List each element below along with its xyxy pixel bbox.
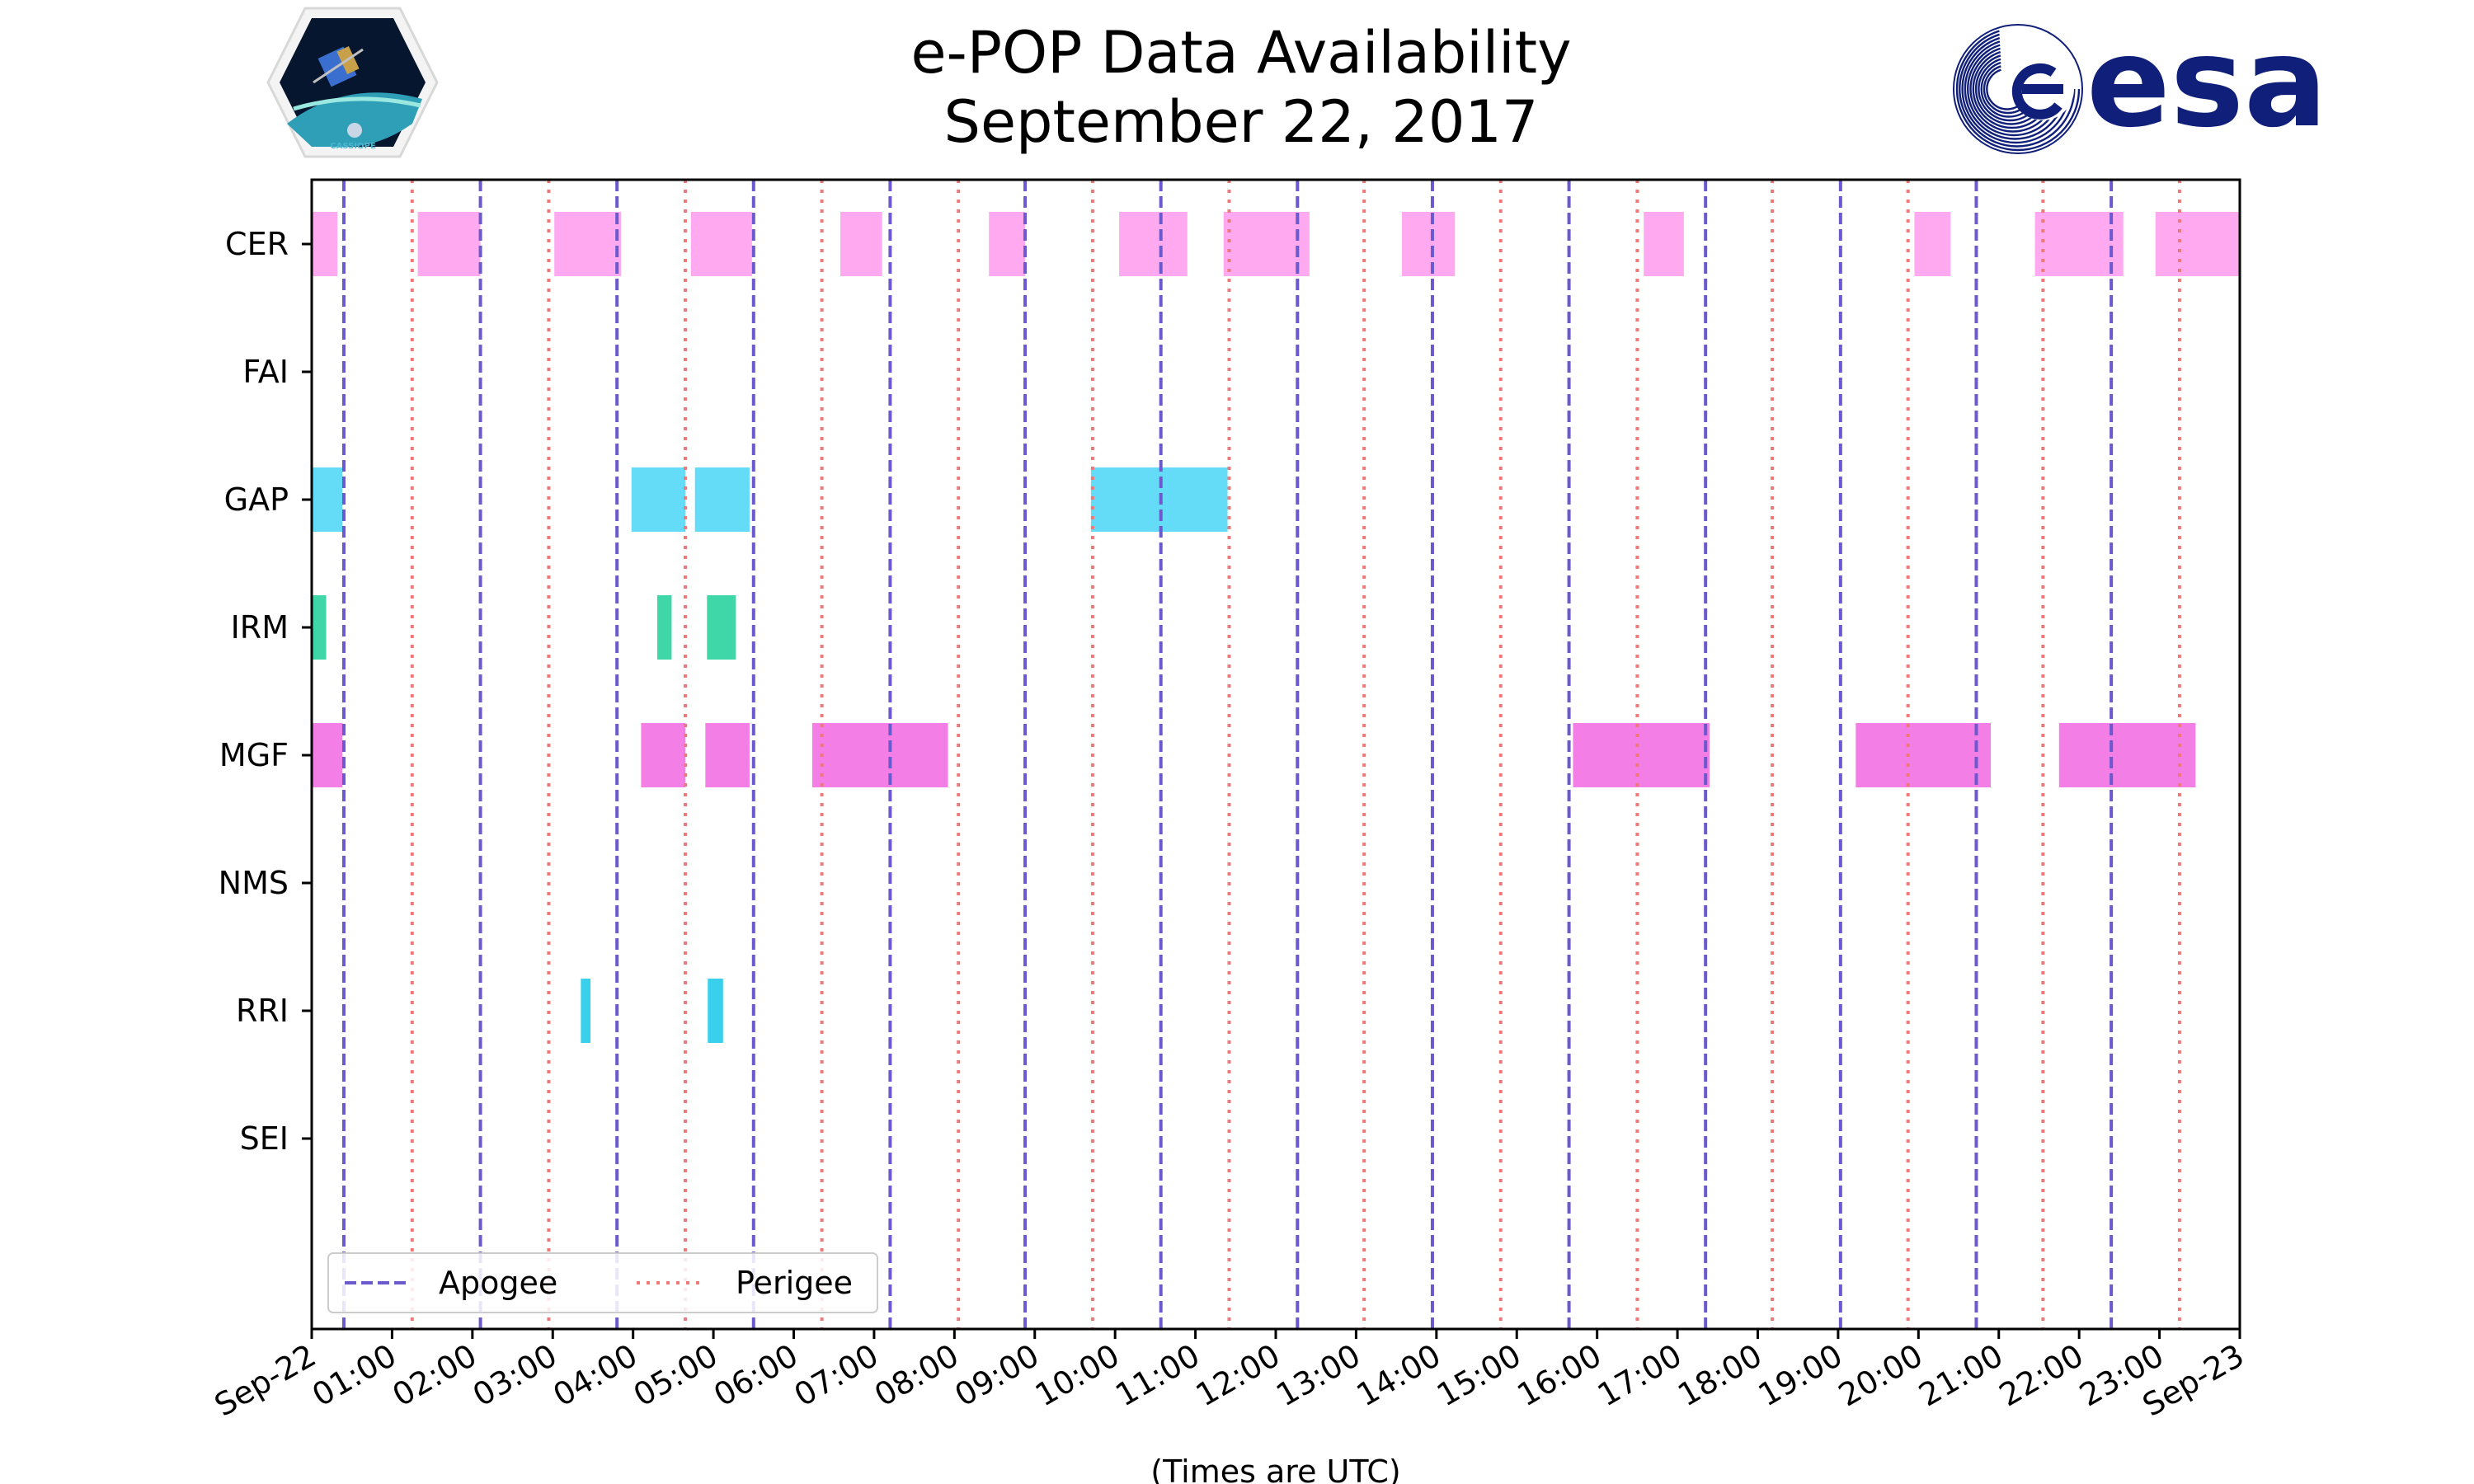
availability-bar-mgf <box>1856 723 1992 787</box>
esa-logo: esa <box>1953 12 2327 155</box>
x-tick-label: 18:00 <box>1672 1337 1768 1414</box>
availability-bar-irm <box>312 595 327 660</box>
x-tick-label: 21:00 <box>1912 1337 2009 1414</box>
x-tick-label: 07:00 <box>788 1337 885 1414</box>
x-tick-label: Sep-22 <box>209 1337 322 1424</box>
legend-perigee-label: Perigee <box>736 1265 853 1301</box>
y-tick-label: CER <box>225 226 289 262</box>
x-axis: Sep-2201:0002:0003:0004:0005:0006:0007:0… <box>209 1329 2251 1424</box>
x-tick-label: 06:00 <box>708 1337 804 1414</box>
availability-bar-mgf <box>1573 723 1710 787</box>
y-tick-label: NMS <box>219 865 289 901</box>
availability-bar-cer <box>1401 212 1456 276</box>
y-axis: CER FAI GAP IRM MGF NMS RRI SEI <box>219 226 312 1157</box>
legend-box <box>327 1252 878 1313</box>
cassiope-badge-text: CASSIOPE <box>330 142 376 151</box>
availability-bar-cer <box>554 212 622 276</box>
x-tick-label: 20:00 <box>1832 1337 1929 1414</box>
availability-bar-mgf <box>641 723 685 787</box>
x-tick-label: 13:00 <box>1270 1337 1366 1414</box>
x-tick-label: 11:00 <box>1109 1337 1206 1414</box>
availability-bar-mgf <box>811 723 948 787</box>
availability-bar-cer <box>1644 212 1684 276</box>
chart-title-line2: September 22, 2017 <box>944 88 1539 156</box>
chart-title-line1: e-POP Data Availability <box>910 19 1571 87</box>
x-tick-label: 15:00 <box>1431 1337 1527 1414</box>
x-tick-label: 14:00 <box>1350 1337 1446 1414</box>
x-tick-label: 17:00 <box>1592 1337 1688 1414</box>
availability-bar-mgf <box>705 723 750 787</box>
plot-area: CER FAI GAP IRM MGF NMS RRI SEI Sep-2201:0002:0… <box>209 178 2251 1484</box>
y-tick-label: IRM <box>231 609 289 646</box>
availability-bar-mgf <box>312 723 343 787</box>
availability-bars <box>312 212 2240 1043</box>
availability-bar-gap <box>631 467 685 532</box>
x-tick-label: 03:00 <box>467 1337 563 1414</box>
x-tick-label: 05:00 <box>628 1337 724 1414</box>
availability-bar-cer <box>2155 212 2240 276</box>
availability-bar-cer <box>1119 212 1188 276</box>
availability-bar-irm <box>707 595 736 660</box>
x-tick-label: 08:00 <box>868 1337 965 1414</box>
cassiope-mission-logo: CASSIOPE <box>266 7 439 158</box>
x-tick-label: 10:00 <box>1029 1337 1126 1414</box>
esa-swirl-arc <box>1959 31 2076 148</box>
availability-bar-cer <box>312 212 338 276</box>
x-tick-label: 09:00 <box>948 1337 1045 1414</box>
availability-bar-rri <box>708 979 723 1043</box>
availability-bar-cer <box>690 212 752 276</box>
availability-bar-cer <box>2034 212 2124 276</box>
y-tick-label: GAP <box>224 481 289 518</box>
x-tick-label: 12:00 <box>1190 1337 1286 1414</box>
y-tick-label: FAI <box>242 354 289 390</box>
x-tick-label: 16:00 <box>1511 1337 1607 1414</box>
x-axis-label: (Times are UTC) <box>1150 1453 1400 1484</box>
x-tick-label: 22:00 <box>1993 1337 2090 1414</box>
availability-bar-cer <box>417 212 481 276</box>
availability-bar-irm <box>656 595 672 660</box>
legend: Apogee Perigee <box>327 1252 878 1313</box>
y-tick-label: MGF <box>219 737 289 773</box>
y-tick-label: SEI <box>240 1120 289 1157</box>
availability-bar-cer <box>840 212 882 276</box>
x-tick-label: 19:00 <box>1752 1337 1849 1414</box>
x-tick-label: 01:00 <box>306 1337 402 1414</box>
x-tick-label: 02:00 <box>386 1337 482 1414</box>
esa-swirl-arc <box>1955 26 2081 152</box>
availability-bar-gap <box>312 467 343 532</box>
availability-bar-cer <box>1223 212 1310 276</box>
availability-bar-cer <box>1914 212 1951 276</box>
esa-logo-text: esa <box>2086 12 2327 155</box>
availability-bar-mgf <box>2058 723 2196 787</box>
x-tick-label: 04:00 <box>547 1337 643 1414</box>
availability-bar-rri <box>581 979 591 1043</box>
availability-bar-gap <box>694 467 750 532</box>
legend-apogee-label: Apogee <box>439 1265 557 1301</box>
y-tick-label: RRI <box>236 993 289 1029</box>
orbit-event-lines <box>341 180 2181 1329</box>
availability-bar-cer <box>989 212 1026 276</box>
